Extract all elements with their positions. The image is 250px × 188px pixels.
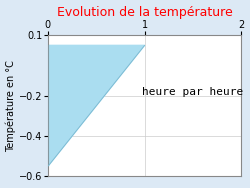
Title: Evolution de la température: Evolution de la température [57, 6, 233, 19]
Y-axis label: Température en °C: Température en °C [6, 60, 16, 152]
Polygon shape [48, 45, 144, 166]
Text: heure par heure: heure par heure [142, 87, 244, 97]
